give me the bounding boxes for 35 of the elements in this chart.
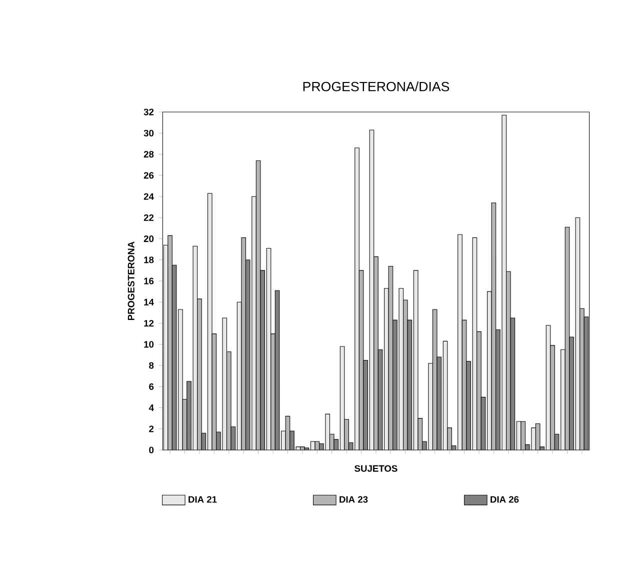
y-tick-label: 26	[144, 172, 154, 179]
y-tick-label: 6	[149, 383, 154, 390]
bar	[569, 336, 574, 450]
bar	[560, 349, 566, 450]
bar	[392, 320, 398, 450]
chart-title: PROGESTERONA/DIAS	[303, 82, 450, 92]
x-axis-title: SUJETOS	[354, 465, 398, 472]
bar	[178, 309, 183, 450]
legend-label: DIA 23	[340, 496, 368, 503]
y-tick-label: 16	[144, 278, 154, 284]
bar	[458, 234, 462, 450]
legend-label: DIA 26	[490, 496, 519, 503]
y-tick-label: 14	[144, 298, 154, 306]
bar	[252, 196, 256, 450]
y-tick-label: 32	[144, 108, 154, 116]
bar	[466, 360, 471, 450]
y-tick-label: 8	[149, 362, 154, 369]
bar	[186, 381, 192, 450]
bar	[384, 288, 389, 450]
y-tick-label: 28	[144, 150, 154, 158]
y-tick-label: 4	[148, 404, 154, 411]
y-tick-label: 24	[144, 193, 154, 200]
y-tick-label: 10	[144, 341, 154, 348]
legend-label: DIA 21	[188, 496, 217, 503]
bar	[363, 360, 368, 450]
y-tick-label: 2	[149, 426, 154, 432]
y-tick-label: 30	[144, 130, 154, 136]
y-tick-label: 18	[144, 256, 154, 264]
y-tick-label: 0	[149, 446, 154, 454]
bar	[496, 329, 500, 450]
bar	[354, 148, 360, 450]
y-axis-title: PROGESTERONA	[128, 242, 134, 320]
y-tick-label: 22	[144, 214, 154, 221]
y-tick-label: 12	[144, 320, 154, 326]
y-tick-label: 20	[144, 235, 154, 242]
